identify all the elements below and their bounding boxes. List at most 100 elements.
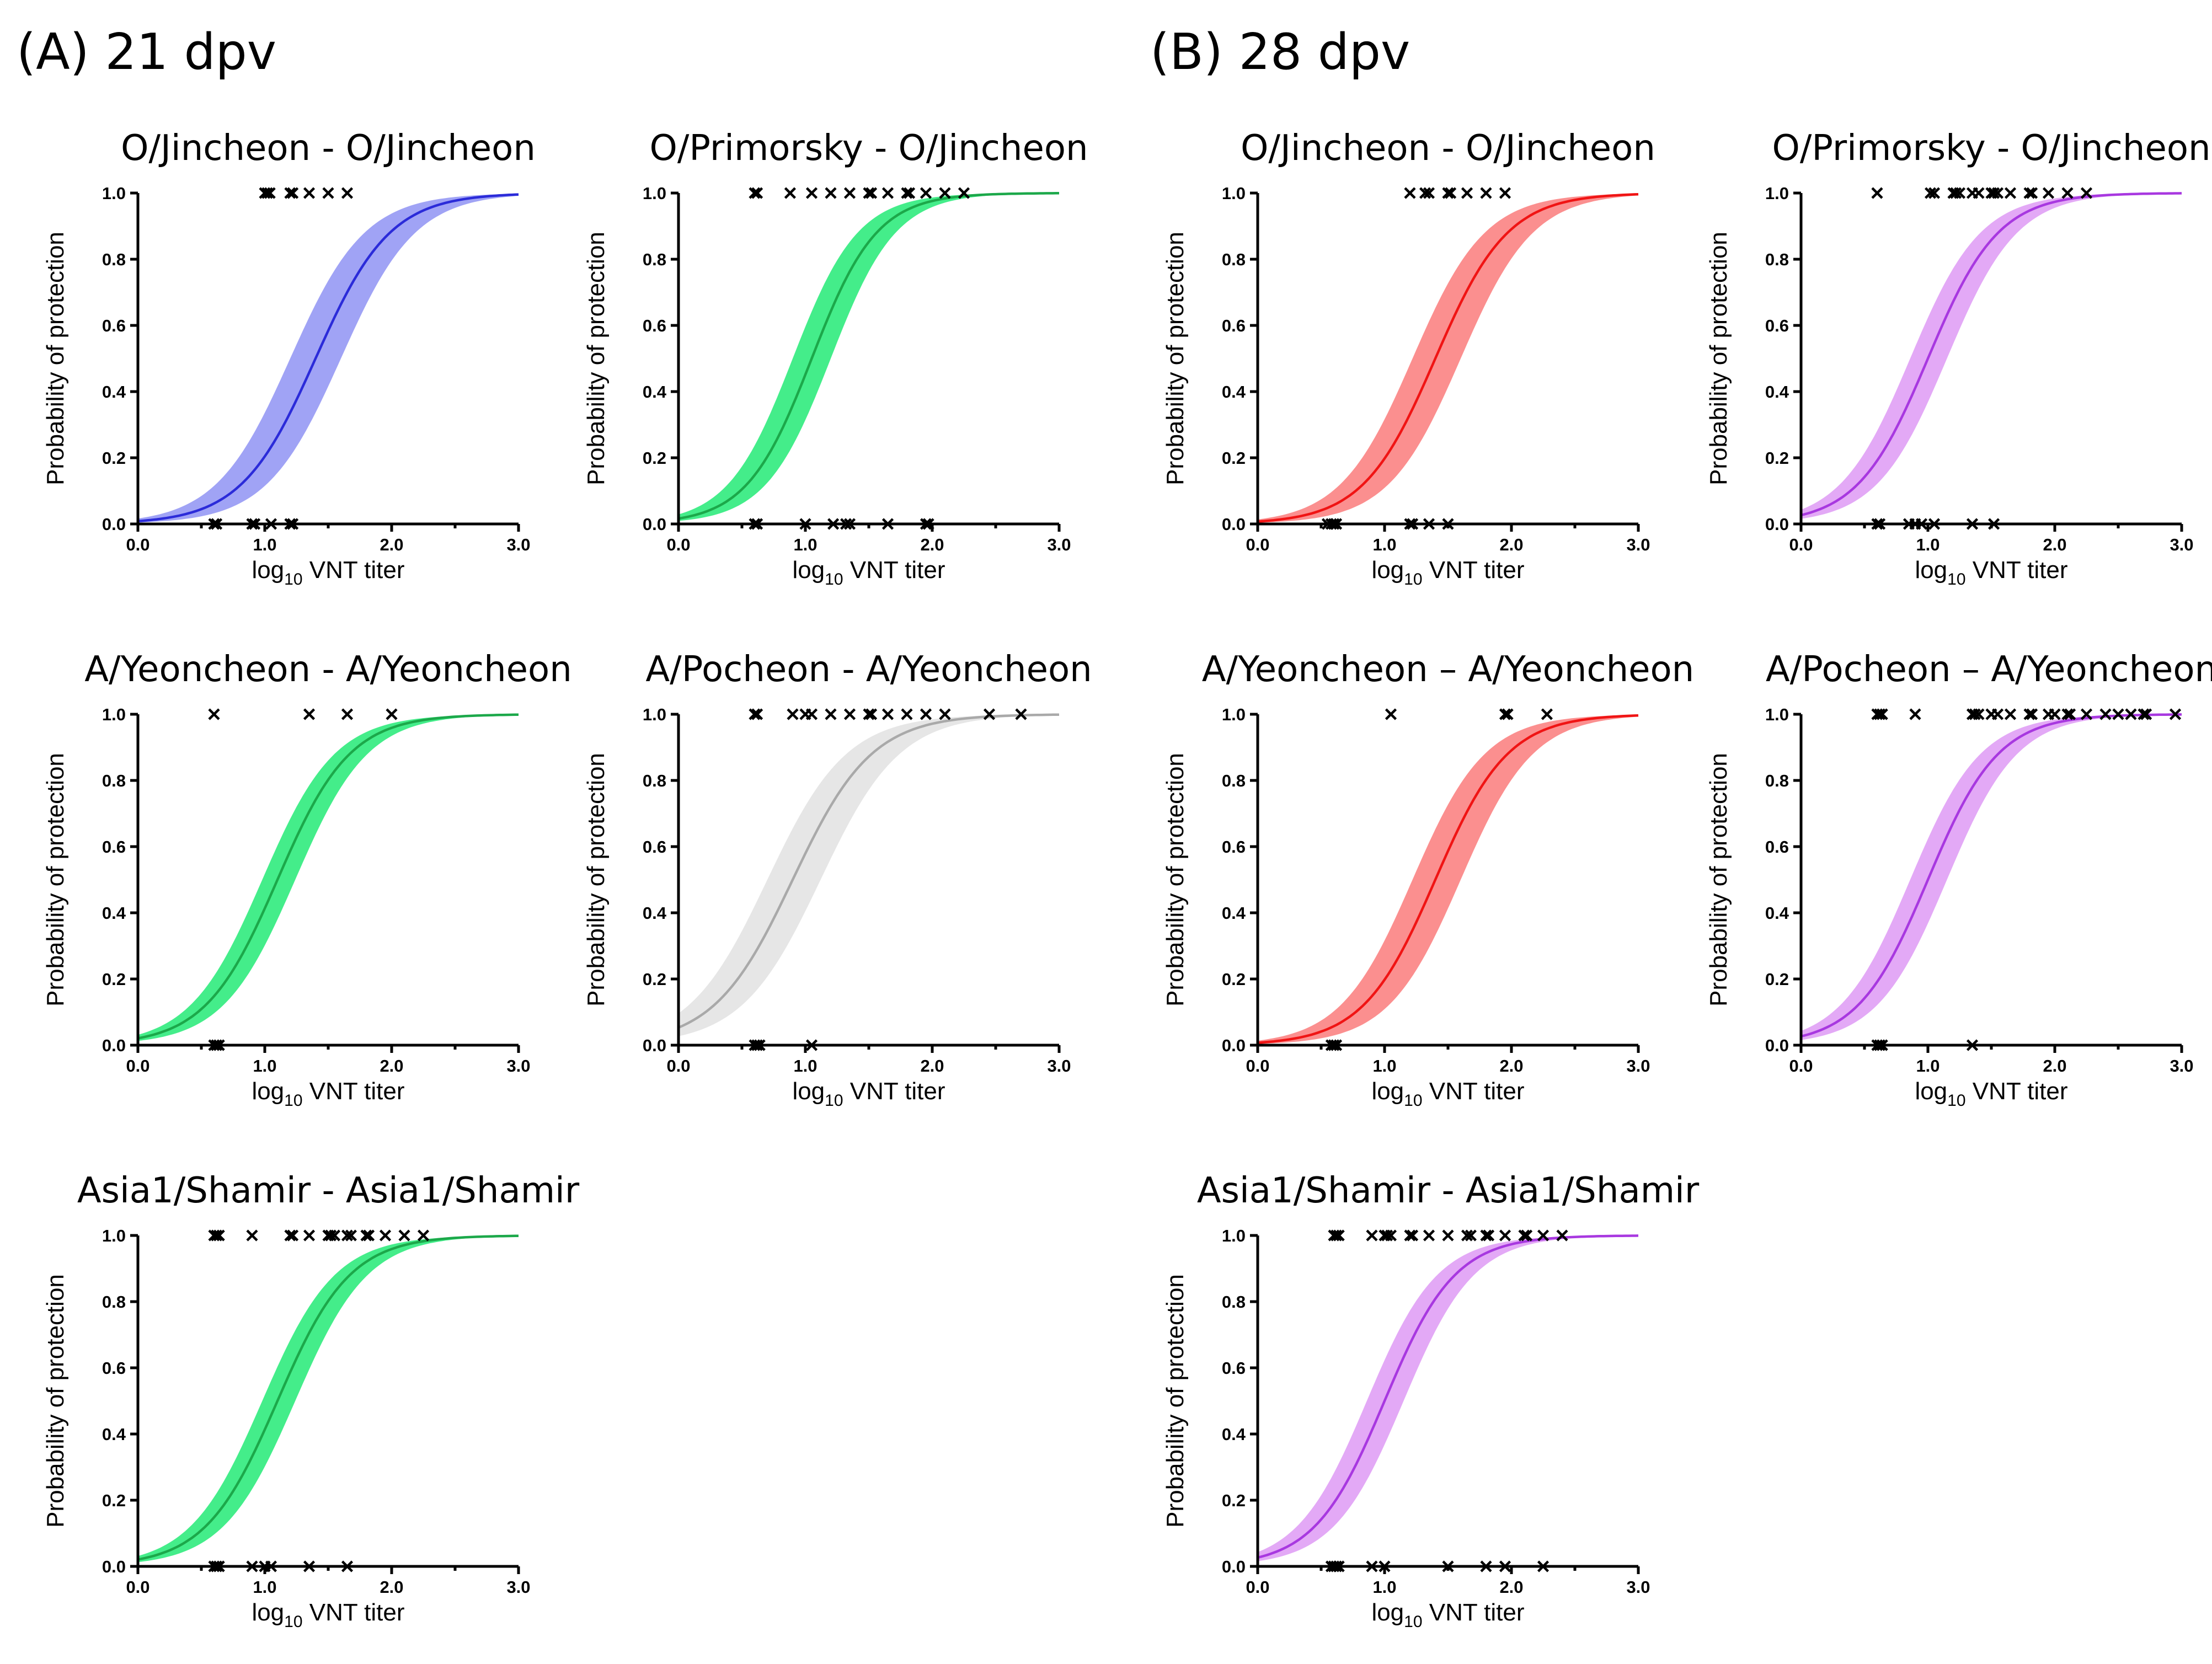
y-tick-label: 0.8 xyxy=(643,771,666,790)
y-tick-label: 0.6 xyxy=(1222,316,1246,335)
x-axis-label-subscript: 10 xyxy=(284,570,302,588)
y-tick-label: 0.2 xyxy=(1222,448,1246,468)
protected-marker xyxy=(1991,187,2004,199)
y-tick-label: 0.2 xyxy=(1765,970,1789,989)
y-axis-label: Probability of protection xyxy=(1705,753,1732,1007)
x-tick-label: 1.0 xyxy=(253,535,276,554)
x-tick-label: 3.0 xyxy=(1047,535,1071,554)
y-tick-label: 0.8 xyxy=(1222,250,1246,269)
chart-panel-a-o-primorsky: O/Primorsky - O/Jincheon 0.0 0.2 0.4 0.6 0.8 1… xyxy=(583,128,1088,588)
protected-marker xyxy=(2080,708,2093,720)
x-axis-label-main: log xyxy=(792,1078,825,1105)
x-axis-label-main: log xyxy=(1915,1078,1947,1105)
protected-marker xyxy=(2004,708,2017,720)
protected-marker xyxy=(2138,708,2150,720)
protected-marker xyxy=(2064,708,2076,720)
protected-marker xyxy=(2061,187,2074,199)
protected-marker xyxy=(983,708,996,720)
y-tick-label: 0.0 xyxy=(1222,515,1246,534)
x-axis-label-main: log xyxy=(1371,1599,1404,1626)
chart-panel-b-o-jincheon: O/Jincheon - O/Jincheon 0.0 0.2 0.4 0.6 0.8 1.… xyxy=(1162,128,1655,588)
x-tick-label: 3.0 xyxy=(506,535,530,554)
confidence-band xyxy=(678,714,1059,1036)
protected-marker xyxy=(1333,1229,1345,1242)
protected-marker xyxy=(1925,187,1937,199)
y-tick-label: 0.2 xyxy=(643,970,666,989)
x-tick-label: 2.0 xyxy=(1499,1577,1523,1597)
x-axis-label-main: log xyxy=(252,1078,284,1105)
chart-panel-b-a-yeoncheon: A/Yeoncheon – A/Yeoncheon 0.0 0.2 0.4 0.6 0.8… xyxy=(1162,649,1694,1110)
x-axis-label-rest: VNT titer xyxy=(843,1078,945,1105)
x-tick-label: 1.0 xyxy=(253,1056,276,1076)
x-tick-label: 3.0 xyxy=(1047,1056,1071,1076)
protected-marker xyxy=(1502,708,1514,720)
x-axis-label-rest: VNT titer xyxy=(1966,557,2068,584)
y-axis-label: Probability of protection xyxy=(42,232,69,485)
y-tick-label: 0.0 xyxy=(102,1557,126,1576)
x-tick-label: 1.0 xyxy=(1372,535,1396,554)
protected-marker xyxy=(1537,1229,1550,1242)
panel-title: A/Yeoncheon – A/Yeoncheon xyxy=(1202,649,1694,690)
protected-marker xyxy=(2125,708,2137,720)
protected-marker xyxy=(1876,708,1888,720)
protected-marker xyxy=(865,708,878,720)
protected-marker xyxy=(1969,708,1981,720)
x-tick-label: 2.0 xyxy=(1499,535,1523,554)
protected-marker xyxy=(920,187,932,199)
protected-marker xyxy=(284,187,296,199)
protected-marker xyxy=(1442,187,1454,199)
x-axis-label-rest: VNT titer xyxy=(1423,1599,1525,1626)
x-axis-label: log10 VNT titer xyxy=(792,557,945,588)
protected-marker xyxy=(284,1229,296,1242)
fitted-curve xyxy=(1257,192,1639,523)
panel-title: Asia1/Shamir - Asia1/Shamir xyxy=(1197,1170,1700,1211)
y-tick-label: 0.6 xyxy=(1222,837,1246,857)
protected-marker xyxy=(213,1229,225,1242)
y-tick-label: 0.0 xyxy=(102,515,126,534)
panels-container: O/Jincheon - O/Jincheon 0.0 0.2 0.4 0.6 0.8 1.… xyxy=(42,128,2212,1631)
y-tick-label: 0.4 xyxy=(102,903,126,923)
protected-marker xyxy=(325,1229,337,1242)
x-tick-label: 3.0 xyxy=(2170,535,2193,554)
y-tick-label: 0.8 xyxy=(1765,250,1789,269)
chart-panel-b-asia1: Asia1/Shamir - Asia1/Shamir 0.0 0.2 0.4 0.6 0… xyxy=(1162,1170,1700,1631)
protected-marker xyxy=(2026,708,2038,720)
protected-marker xyxy=(2049,708,2061,720)
protected-marker xyxy=(2061,708,2074,720)
y-tick-label: 0.6 xyxy=(643,837,666,857)
protected-marker xyxy=(1423,1229,1435,1242)
protected-marker xyxy=(843,708,856,720)
x-tick-label: 0.0 xyxy=(126,1577,149,1597)
x-tick-label: 0.0 xyxy=(1789,1056,1813,1076)
protected-marker xyxy=(363,1229,375,1242)
protected-marker xyxy=(1015,708,1027,720)
x-axis-label-main: log xyxy=(1371,557,1404,584)
x-axis-label-main: log xyxy=(252,557,284,584)
y-tick-label: 1.0 xyxy=(1222,184,1246,203)
panel-title: A/Pocheon – A/Yeoncheon xyxy=(1766,649,2212,690)
protected-marker xyxy=(843,187,856,199)
protected-marker xyxy=(211,1229,223,1242)
x-axis-label: log10 VNT titer xyxy=(252,557,404,588)
panel-title: O/Primorsky - O/Jincheon xyxy=(649,128,1088,169)
protected-marker xyxy=(1973,187,1985,199)
y-tick-label: 0.4 xyxy=(1222,903,1246,923)
x-axis-label: log10 VNT titer xyxy=(1915,1078,2067,1110)
y-tick-label: 1.0 xyxy=(643,184,666,203)
chart-panel-a-asia1: Asia1/Shamir - Asia1/Shamir 0.0 0.2 0.4 0.6 0… xyxy=(42,1170,580,1631)
protected-marker xyxy=(1871,187,1883,199)
panel-title: A/Pocheon - A/Yeoncheon xyxy=(645,649,1092,690)
x-tick-label: 2.0 xyxy=(2043,535,2066,554)
protected-marker xyxy=(2140,708,2152,720)
y-axis-label: Probability of protection xyxy=(1162,753,1189,1007)
y-tick-label: 0.0 xyxy=(643,1036,666,1055)
x-axis-label: log10 VNT titer xyxy=(252,1078,404,1110)
x-axis-label-subscript: 10 xyxy=(1947,1092,1965,1110)
protected-marker xyxy=(379,1229,392,1242)
protected-marker xyxy=(1445,187,1457,199)
protected-marker xyxy=(939,187,951,199)
y-tick-label: 0.6 xyxy=(643,316,666,335)
y-tick-label: 0.2 xyxy=(102,1491,126,1510)
y-tick-label: 0.2 xyxy=(1765,448,1789,468)
